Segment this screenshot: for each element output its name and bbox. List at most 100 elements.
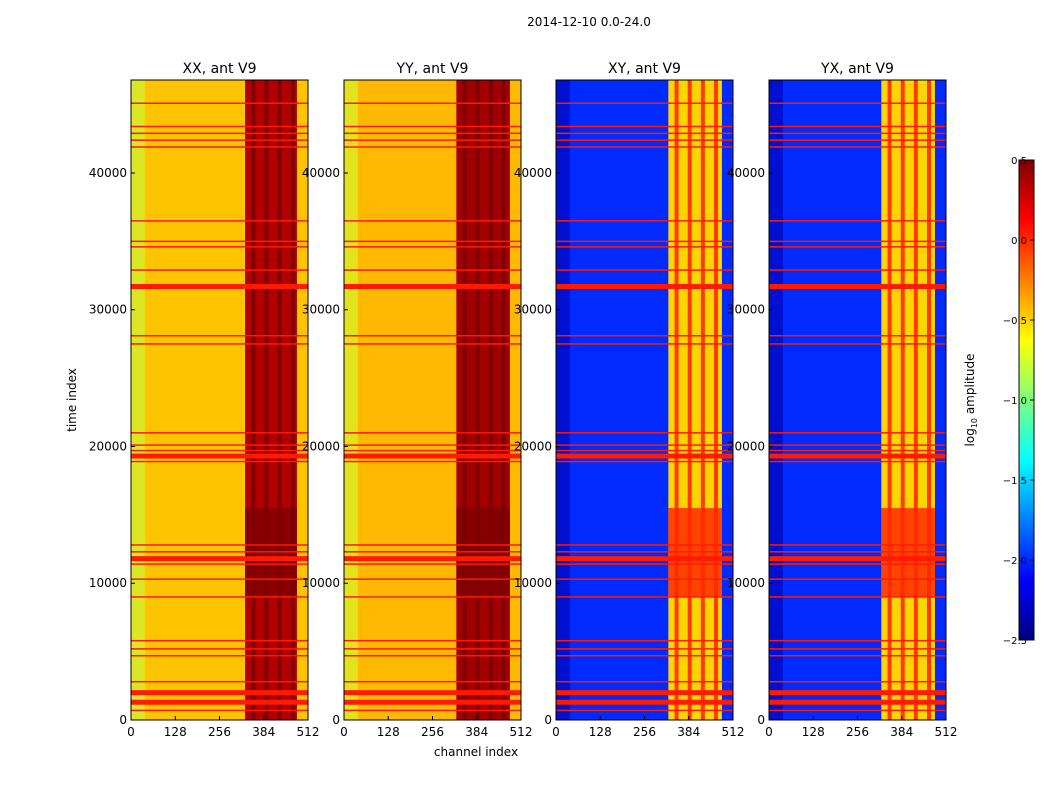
flagged-row xyxy=(556,449,733,452)
colorbar-tick-label: −2.0 xyxy=(1003,556,1027,567)
x-tick-label: 128 xyxy=(802,725,825,739)
colorbar-label-rest: amplitude xyxy=(963,354,977,418)
heatmap-channel-stripe xyxy=(290,80,295,720)
y-tick-label: 40000 xyxy=(727,166,765,180)
flagged-row xyxy=(344,680,521,683)
x-axis-label: channel index xyxy=(434,745,518,759)
flagged-row xyxy=(131,709,308,712)
y-tick-label: 20000 xyxy=(514,439,552,453)
flagged-row xyxy=(344,220,521,222)
heatmap-low-channel-edge xyxy=(131,80,145,720)
heatmap-channel-stripe xyxy=(926,80,931,720)
flagged-row xyxy=(344,639,521,642)
flagged-row xyxy=(131,132,308,135)
flagged-row xyxy=(556,699,733,705)
x-tick-label: 0 xyxy=(765,725,773,739)
flagged-row xyxy=(556,639,733,642)
flagged-row xyxy=(556,556,733,562)
colorbar: 0.5 0.0 −0.5 −1.0 −1.5 −2.0 −2.5 log10 amplitu… xyxy=(963,156,1035,647)
flagged-row xyxy=(131,680,308,683)
panel-title: XX, ant V9 xyxy=(183,61,257,77)
y-tick-label: 10000 xyxy=(89,576,127,590)
flagged-row xyxy=(556,246,733,248)
flagged-row xyxy=(344,146,521,148)
flagged-row xyxy=(556,680,733,683)
flagged-row xyxy=(344,240,521,243)
heatmap-channel-stripe xyxy=(501,80,506,720)
heatmap-channel-stripe xyxy=(900,80,905,720)
flagged-row xyxy=(556,460,733,463)
colorbar-tick-label: 0.5 xyxy=(1011,156,1027,167)
flagged-row xyxy=(769,444,946,446)
heatmap-channel-stripe xyxy=(264,80,269,720)
flagged-row xyxy=(556,654,733,657)
flagged-row xyxy=(344,699,521,705)
flagged-row xyxy=(344,269,521,271)
flagged-row xyxy=(556,563,733,565)
y-tick-label: 10000 xyxy=(727,576,765,590)
x-tick-label: 512 xyxy=(935,725,958,739)
flagged-row xyxy=(131,102,308,104)
flagged-row xyxy=(556,125,733,128)
x-tick-label: 128 xyxy=(589,725,612,739)
heatmap-low-channel-edge xyxy=(556,80,570,720)
x-tick-label: 512 xyxy=(510,725,533,739)
flagged-row xyxy=(344,444,521,446)
colorbar-label-main: log xyxy=(963,428,977,446)
flagged-row xyxy=(344,709,521,712)
flagged-row xyxy=(131,449,308,452)
heatmap-channel-stripe xyxy=(488,80,493,720)
flagged-row xyxy=(556,139,733,141)
flagged-row xyxy=(556,240,733,243)
colorbar-label: log10 amplitude xyxy=(963,354,979,447)
flagged-row xyxy=(131,432,308,434)
flagged-row xyxy=(344,102,521,104)
colorbar-tick-label: −2.5 xyxy=(1003,636,1027,647)
flagged-row xyxy=(131,146,308,148)
panel-title: YY, ant V9 xyxy=(396,61,469,77)
flagged-row xyxy=(344,544,521,546)
flagged-row xyxy=(769,563,946,565)
panel-xx: XX, ant V9 0 128 256 384 512 0 10000 20000 30000 4… xyxy=(89,61,320,739)
x-tick-label: 384 xyxy=(465,725,488,739)
y-tick-label: 20000 xyxy=(727,439,765,453)
flagged-row xyxy=(344,551,521,553)
flagged-row xyxy=(769,240,946,243)
flagged-row xyxy=(131,444,308,446)
panel-yx: YX, ant V9 0 128 256 384 512 0 10000 20000 30000 4… xyxy=(727,61,958,739)
flagged-row xyxy=(131,563,308,565)
flagged-row xyxy=(556,269,733,271)
colorbar-tick-label: −0.5 xyxy=(1003,316,1027,327)
flagged-row xyxy=(769,639,946,642)
flagged-row xyxy=(769,690,946,696)
y-tick-label: 40000 xyxy=(514,166,552,180)
flagged-row xyxy=(131,460,308,463)
x-tick-label: 0 xyxy=(127,725,135,739)
flagged-row xyxy=(769,283,946,289)
flagged-row xyxy=(556,334,733,337)
flagged-row xyxy=(556,544,733,546)
flagged-row xyxy=(556,453,733,459)
flagged-row xyxy=(131,654,308,657)
flagged-row xyxy=(131,453,308,459)
flagged-row xyxy=(556,102,733,104)
flagged-row xyxy=(344,648,521,650)
flagged-row xyxy=(131,269,308,271)
x-tick-label: 512 xyxy=(722,725,745,739)
flagged-row xyxy=(131,648,308,650)
heatmap-channel-stripe xyxy=(462,80,467,720)
flagged-row xyxy=(769,699,946,705)
y-tick-label: 40000 xyxy=(302,166,340,180)
flagged-row xyxy=(556,444,733,446)
flagged-row xyxy=(131,139,308,141)
panel-yy: YY, ant V9 0 128 256 384 512 0 10000 20000 30000 4… xyxy=(302,61,533,739)
flagged-row xyxy=(769,460,946,463)
flagged-row xyxy=(769,139,946,141)
colorbar-tick-label: 0.0 xyxy=(1011,236,1027,247)
y-tick-label: 10000 xyxy=(514,576,552,590)
flagged-row xyxy=(769,648,946,650)
flagged-row xyxy=(344,453,521,459)
x-tick-label: 512 xyxy=(297,725,320,739)
x-tick-label: 0 xyxy=(552,725,560,739)
flagged-row xyxy=(769,556,946,562)
